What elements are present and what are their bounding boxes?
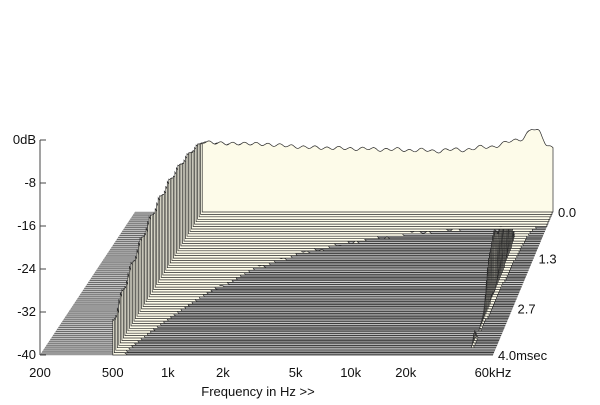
z-tick-label: 2.7 <box>518 302 536 317</box>
decay-slice <box>133 260 508 322</box>
decay-slice <box>127 273 504 332</box>
decay-slice <box>130 261 506 327</box>
decay-slice <box>124 285 502 336</box>
y-tick-labels: 0dB -8 -16 -24 -32 -40 <box>13 132 36 362</box>
decay-slice <box>136 249 510 317</box>
decay-slice <box>129 266 505 329</box>
x-tick-label: 500 <box>102 365 124 380</box>
x-tick-label: 10k <box>340 365 361 380</box>
y-tick-label: -24 <box>17 261 36 276</box>
y-tick-label: -8 <box>24 175 36 190</box>
decay-slice <box>135 256 509 319</box>
y-axis-tick-marks <box>40 139 46 356</box>
decay-slice <box>126 280 503 334</box>
decay-slice <box>132 261 507 324</box>
z-tick-label: 1.3 <box>539 251 557 266</box>
decay-slice <box>115 314 495 351</box>
x-axis-title: Frequency in Hz >> <box>201 384 314 399</box>
x-tick-label: 200 <box>29 365 51 380</box>
z-tick-label: 4.0msec <box>498 348 548 363</box>
decay-slice <box>118 299 498 346</box>
y-tick-label: -40 <box>17 347 36 362</box>
decay-slice <box>119 292 499 344</box>
decay-slice <box>123 288 501 339</box>
decay-slice <box>113 317 494 353</box>
decay-slice <box>112 318 493 356</box>
x-tick-label: 20k <box>395 365 416 380</box>
decay-slice <box>116 307 497 349</box>
x-tick-label: 5k <box>289 365 303 380</box>
z-tick-label: 0.0 <box>558 205 576 220</box>
x-tick-labels: 200 500 1k 2k 5k 10k 20k 60kHz <box>29 365 511 380</box>
decay-slice <box>201 129 554 213</box>
y-tick-label: -32 <box>17 304 36 319</box>
x-tick-label: 1k <box>161 365 175 380</box>
decay-slice <box>121 288 500 341</box>
y-tick-label: 0dB <box>13 132 36 147</box>
z-tick-labels: 0.0 1.3 2.7 4.0msec <box>498 205 576 363</box>
y-tick-label: -16 <box>17 218 36 233</box>
decay-slices <box>112 129 554 356</box>
x-tick-label: 2k <box>216 365 230 380</box>
x-tick-label: 60kHz <box>475 365 512 380</box>
